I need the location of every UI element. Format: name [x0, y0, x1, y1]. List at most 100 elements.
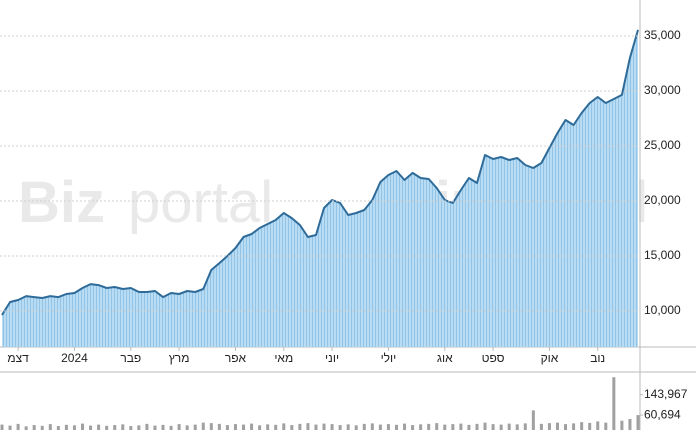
x-tick-label: נוב [590, 351, 605, 365]
price-line [1, 29, 639, 316]
volume-bar [555, 422, 559, 430]
volume-bar [97, 424, 101, 430]
x-tick-label: יוני [325, 351, 339, 365]
volume-bar [242, 424, 246, 430]
volume-bar [32, 425, 36, 430]
volume-bar [475, 423, 479, 430]
volume-bar [64, 424, 68, 430]
volume-bar [386, 424, 390, 430]
volume-bar [72, 425, 76, 430]
volume-bar [48, 424, 52, 430]
volume-bar [491, 424, 495, 430]
volume-bar [266, 424, 270, 430]
volume-bar [580, 422, 584, 430]
volume-bar [403, 423, 407, 430]
volume-bar [539, 423, 543, 430]
volume-bar [507, 423, 511, 430]
volume-bar [225, 425, 229, 430]
volume-bar [8, 425, 12, 430]
volume-bar [427, 423, 431, 430]
x-tick-label: אפר [225, 351, 247, 365]
y-tick-label: 10,000 [644, 303, 681, 317]
y-tick-label: 35,000 [644, 28, 681, 42]
y2-tick-label: 143,967 [644, 387, 688, 401]
y-tick-label: 15,000 [644, 248, 681, 262]
volume-bar [394, 424, 398, 430]
volume-bar [612, 377, 616, 430]
volume-bar [0, 424, 4, 430]
volume-bar [217, 423, 221, 430]
volume-bar [467, 424, 471, 430]
volume-bar [177, 424, 181, 430]
volume-bar [547, 423, 551, 430]
volume-bar [193, 424, 197, 430]
watermark: Biz [18, 170, 105, 235]
volume-bar [201, 422, 205, 430]
x-tick-label: מאי [274, 351, 293, 365]
volume-bar [16, 423, 20, 430]
price-area [2, 29, 638, 348]
volume-bar [258, 425, 262, 430]
volume-bar [105, 425, 109, 430]
y-tick-label: 30,000 [644, 83, 681, 97]
volume-bar [137, 425, 141, 430]
volume-bar [121, 424, 125, 430]
volume-bar [531, 410, 535, 430]
volume-bar [419, 424, 423, 430]
volume-bar [354, 425, 358, 430]
volume-bar [499, 424, 503, 430]
volume-bar [169, 425, 173, 430]
volume-bar [564, 424, 568, 430]
volume-bar [298, 423, 302, 430]
volume-bar [24, 426, 28, 430]
volume-bar [306, 423, 310, 430]
volume-bar [233, 424, 237, 430]
volume-bar [81, 423, 85, 430]
volume-bar [596, 421, 600, 430]
volume-bar [282, 423, 286, 430]
x-tick-label: יולי [381, 351, 397, 365]
y2-tick-label: 60,694 [644, 407, 681, 421]
volume-bar [161, 424, 165, 430]
y-tick-label: 20,000 [644, 193, 681, 207]
volume-bar [250, 423, 254, 430]
volume-bar [362, 423, 366, 430]
volume-bar [435, 423, 439, 430]
volume-bar [604, 422, 608, 430]
volume-bar [274, 424, 278, 430]
watermark: portal [128, 170, 273, 235]
volume-bar [636, 415, 640, 430]
volume-bar [338, 425, 342, 430]
volume-bar [523, 423, 527, 430]
volume-bar [290, 425, 294, 430]
volume-bar [346, 424, 350, 430]
volume-bar [370, 423, 374, 430]
volume-bar [620, 420, 624, 430]
volume-bar [89, 425, 93, 430]
volume-bar [322, 423, 326, 430]
volume-bar [145, 423, 149, 430]
x-tick-label: ספט [482, 351, 505, 365]
x-tick-label: מרץ [169, 351, 190, 365]
volume-bar [411, 425, 415, 430]
volume-bar [40, 425, 44, 430]
volume-bar [515, 424, 519, 430]
x-tick-label: אוג [437, 351, 453, 365]
volume-bar [572, 423, 576, 430]
y-tick-label: 25,000 [644, 138, 681, 152]
volume-bar [588, 422, 592, 430]
volume-bar [129, 426, 133, 430]
x-tick-label: 2024 [61, 351, 88, 365]
x-tick-label: אוק [541, 351, 559, 365]
volume-bar [56, 426, 60, 430]
volume-bar [378, 424, 382, 430]
volume-bar [459, 423, 463, 430]
volume-bar [483, 422, 487, 430]
volume-bar [628, 418, 632, 430]
volume-bar [113, 425, 117, 430]
volume-bar [451, 424, 455, 430]
volume-bar [330, 424, 334, 430]
x-tick-label: דצמ [7, 351, 29, 365]
volume-bar [314, 424, 318, 430]
